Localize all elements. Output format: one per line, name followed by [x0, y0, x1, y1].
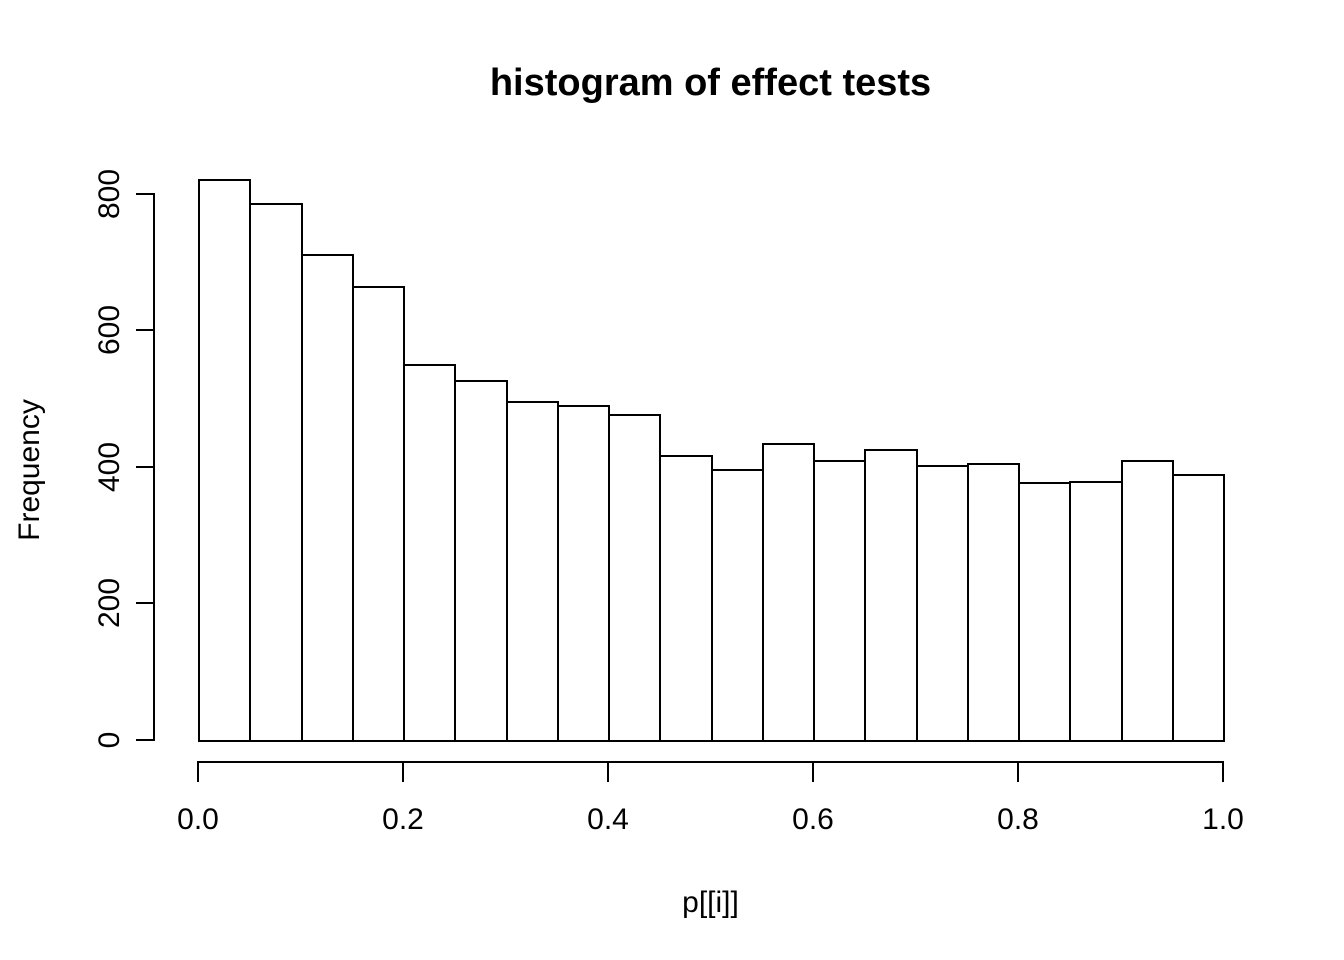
y-tick — [136, 329, 155, 332]
plot-area — [198, 171, 1225, 742]
chart-title: histogram of effect tests — [489, 62, 932, 104]
x-tick-label: 0.2 — [382, 803, 424, 836]
histogram-bar — [351, 286, 405, 742]
y-tick-label: 400 — [93, 441, 126, 492]
histogram-bar — [198, 179, 252, 742]
histogram-bar — [966, 463, 1020, 742]
histogram-bar — [300, 254, 354, 742]
histogram-bar — [710, 468, 764, 742]
x-tick-label: 0.4 — [587, 803, 629, 836]
y-tick — [136, 602, 155, 605]
y-tick-label: 600 — [93, 305, 126, 356]
histogram-bar — [505, 401, 559, 742]
histogram-bar — [608, 414, 662, 742]
x-axis-label: p[[i]] — [682, 886, 739, 919]
histogram-bar — [864, 449, 918, 742]
x-tick-label: 1.0 — [1202, 803, 1244, 836]
histogram-bar — [454, 380, 508, 742]
histogram-bar — [915, 464, 969, 742]
y-tick — [136, 465, 155, 468]
x-tick-label: 0.6 — [792, 803, 834, 836]
histogram-bar — [659, 455, 713, 742]
histogram-bar — [403, 363, 457, 742]
histogram-bar — [556, 404, 610, 742]
histogram-bar — [249, 203, 303, 742]
x-axis-line — [197, 761, 1224, 763]
x-tick — [402, 761, 404, 782]
y-axis-label: Frequency — [13, 399, 46, 541]
y-tick-label: 800 — [93, 168, 126, 219]
x-tick — [1222, 761, 1224, 782]
histogram-bar — [1120, 459, 1174, 742]
x-tick — [812, 761, 814, 782]
y-tick — [136, 192, 155, 195]
x-tick-label: 0.8 — [997, 803, 1039, 836]
x-tick-label: 0.0 — [177, 803, 219, 836]
x-tick — [1017, 761, 1019, 782]
y-tick — [136, 739, 155, 741]
histogram-bar — [1171, 474, 1225, 742]
histogram-bar — [1018, 482, 1072, 742]
x-tick — [197, 761, 199, 782]
x-tick — [607, 761, 609, 782]
y-tick-label: 200 — [93, 578, 126, 629]
histogram-bar — [761, 442, 815, 742]
histogram-bar — [813, 459, 867, 742]
histogram-bar — [1069, 481, 1123, 742]
y-tick-label: 0 — [93, 731, 126, 749]
